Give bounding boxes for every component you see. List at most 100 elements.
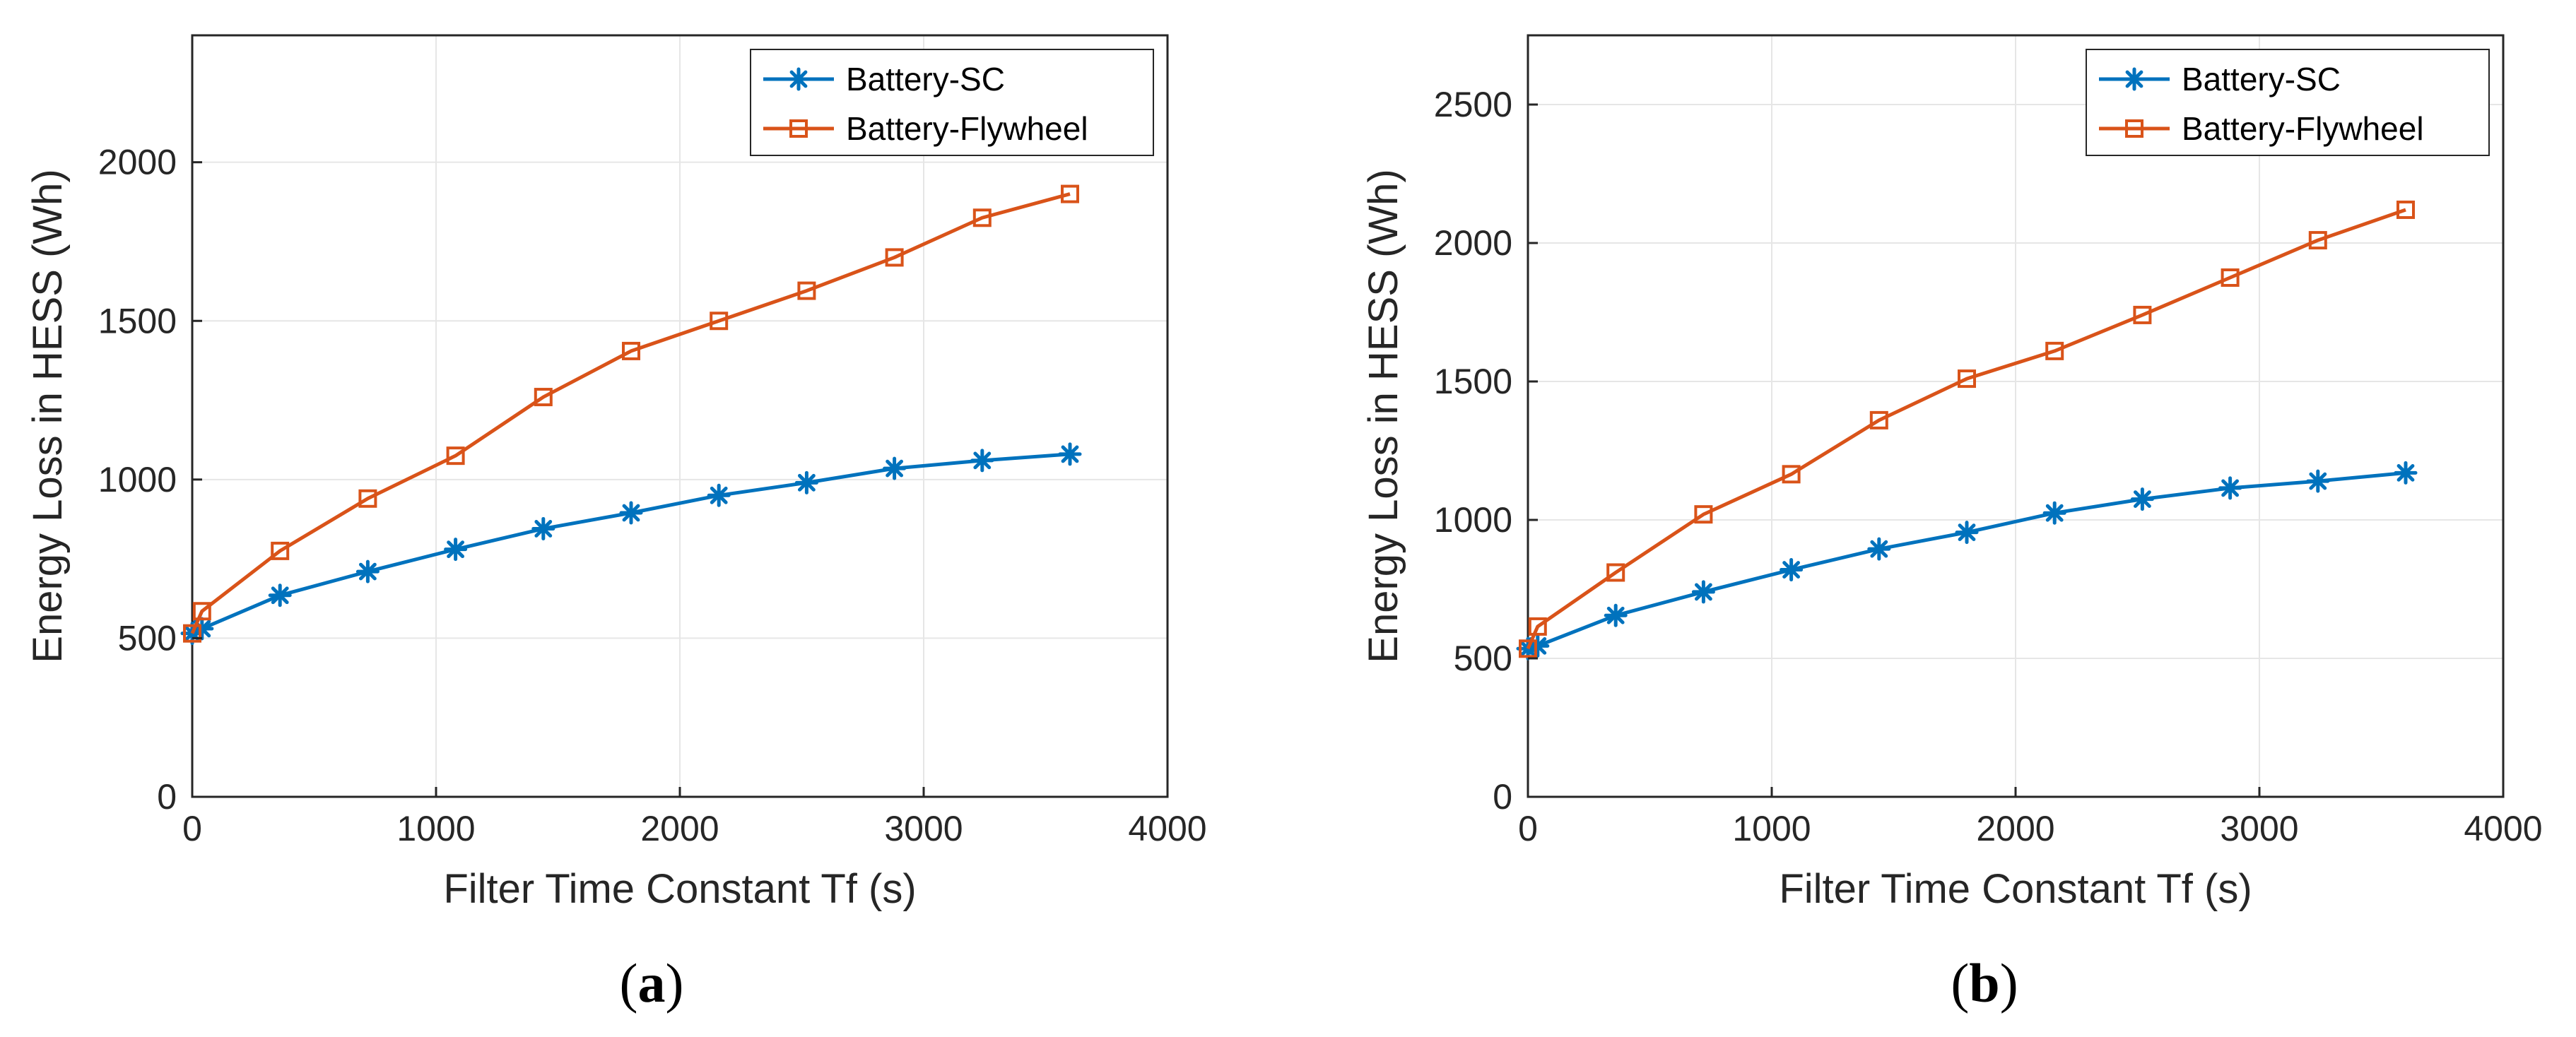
- caption-close-paren: ): [666, 952, 684, 1014]
- data-point-battery-sc: [444, 538, 468, 562]
- legend-marker-symbol: [789, 119, 808, 138]
- data-point-battery-flywheel: [192, 602, 211, 621]
- x-axis-label: Filter Time Constant Tf (s): [1779, 866, 2252, 912]
- caption-open-paren: (: [1951, 952, 1969, 1014]
- data-point-battery-flywheel: [1869, 410, 1888, 429]
- data-point-battery-flywheel: [1958, 369, 1976, 389]
- data-point-battery-flywheel: [1528, 617, 1547, 636]
- x-tick-label: 2000: [1976, 809, 2054, 848]
- data-point-battery-flywheel: [2396, 200, 2415, 219]
- data-point-battery-flywheel: [271, 541, 290, 560]
- caption-open-paren: (: [620, 952, 638, 1014]
- series-line-battery-sc: [191, 452, 1071, 635]
- legend-label-battery-sc: Battery-SC: [2182, 61, 2341, 97]
- x-tick-label: 3000: [2220, 809, 2298, 848]
- chart-b: 0 1000 2000 3000 4000 0 500 1000 1500 2000 2500 Fi…: [1360, 34, 2543, 1014]
- data-point-battery-flywheel: [1694, 505, 1713, 524]
- data-point-battery-flywheel: [885, 248, 904, 267]
- data-point-battery-sc: [2042, 501, 2066, 525]
- x-tick-label: 1000: [1732, 809, 1811, 848]
- y-tick-label: 1500: [1434, 362, 1512, 401]
- legend-marker-symbol: [2125, 119, 2143, 138]
- data-point-battery-sc: [707, 483, 731, 507]
- data-point-battery-flywheel: [710, 312, 729, 331]
- x-tick-label: 4000: [2464, 809, 2542, 848]
- legend-entry-battery-sc: Battery-SC: [763, 61, 1005, 97]
- legend-marker-battery-sc: [787, 67, 811, 91]
- legend: Battery-SC Battery-Flywheel: [750, 49, 1154, 156]
- series-line-battery-sc: [1527, 470, 2406, 651]
- x-axis-label: Filter Time Constant Tf (s): [443, 866, 916, 912]
- data-point-battery-sc: [2394, 461, 2418, 485]
- legend-entry-battery-flywheel: Battery-Flywheel: [763, 110, 1088, 147]
- x-tick-label: 0: [182, 809, 202, 848]
- x-tick-label: 1000: [396, 809, 475, 848]
- caption-letter: b: [1969, 952, 1999, 1014]
- y-tick-label: 500: [1454, 639, 1512, 678]
- x-tick-label: 0: [1518, 809, 1538, 848]
- y-tick-label: 0: [1493, 777, 1512, 817]
- tick-labels: 0 1000 2000 3000 4000 0 500 1000 1500 2000 2500: [1434, 85, 2543, 848]
- data-point-battery-flywheel: [622, 341, 640, 360]
- data-point-battery-sc: [2306, 469, 2330, 493]
- data-point-battery-flywheel: [1519, 639, 1537, 658]
- x-tick-label: 2000: [640, 809, 719, 848]
- y-tick-label: 2500: [1434, 85, 1512, 124]
- data-point-battery-sc: [1955, 521, 1979, 545]
- tick-labels: 0 1000 2000 3000 4000 0 500 1000 1500 2000: [98, 143, 1207, 848]
- legend-label-battery-sc: Battery-SC: [846, 61, 1005, 97]
- data-point-battery-sc: [1058, 442, 1082, 466]
- data-point-battery-flywheel: [446, 446, 465, 466]
- legend-entry-battery-sc: Battery-SC: [2099, 61, 2341, 97]
- y-axis-label: Energy Loss in HESS (Wh): [1360, 169, 1406, 663]
- data-point-battery-flywheel: [534, 388, 553, 407]
- data-point-battery-flywheel: [2045, 341, 2064, 360]
- legend-label-battery-flywheel: Battery-Flywheel: [846, 110, 1088, 147]
- data-point-battery-sc: [531, 516, 555, 540]
- data-point-battery-sc: [794, 470, 818, 494]
- data-point-battery-sc: [970, 449, 994, 473]
- series-line-battery-flywheel: [190, 192, 1071, 634]
- y-axis-label: Energy Loss in HESS (Wh): [25, 169, 71, 663]
- series-layer: [180, 184, 1082, 646]
- data-point-battery-flywheel: [358, 489, 377, 508]
- data-point-battery-flywheel: [1061, 184, 1079, 203]
- data-point-battery-sc: [619, 501, 643, 525]
- legend-box: [2086, 49, 2490, 156]
- series-layer: [1516, 200, 2418, 660]
- data-point-battery-sc: [2218, 476, 2242, 500]
- y-tick-label: 2000: [1434, 223, 1512, 263]
- data-point-battery-sc: [1604, 603, 1628, 627]
- x-tick-label: 4000: [1128, 809, 1206, 848]
- caption-a: (a): [620, 952, 684, 1014]
- caption-close-paren: ): [2000, 952, 2018, 1014]
- y-tick-label: 1500: [98, 301, 177, 340]
- data-point-battery-flywheel: [2308, 231, 2327, 250]
- y-tick-label: 0: [157, 777, 177, 817]
- chart-a: 0 1000 2000 3000 4000 0 500 1000 1500 2000 Filter…: [25, 34, 1207, 1014]
- legend-marker-symbol: [2122, 67, 2146, 91]
- legend-marker-battery-flywheel: [2125, 119, 2143, 138]
- y-tick-label: 1000: [1434, 500, 1512, 540]
- data-point-battery-sc: [355, 559, 380, 583]
- data-point-battery-flywheel: [2133, 305, 2152, 324]
- legend-entry-battery-flywheel: Battery-Flywheel: [2099, 110, 2424, 147]
- legend: Battery-SC Battery-Flywheel: [2086, 49, 2490, 156]
- y-tick-label: 2000: [98, 143, 177, 182]
- data-point-battery-flywheel: [1606, 563, 1625, 582]
- data-point-battery-flywheel: [972, 208, 992, 227]
- data-point-battery-sc: [1780, 558, 1804, 582]
- caption-letter: a: [638, 952, 666, 1014]
- data-point-battery-sc: [268, 583, 292, 608]
- data-point-battery-sc: [2130, 487, 2154, 511]
- legend-marker-battery-flywheel: [789, 119, 808, 138]
- data-point-battery-flywheel: [1782, 465, 1801, 484]
- legend-box: [750, 49, 1154, 156]
- data-point-battery-sc: [883, 456, 907, 480]
- data-point-battery-sc: [1691, 580, 1715, 604]
- x-tick-label: 3000: [884, 809, 963, 848]
- caption-b: (b): [1951, 952, 2018, 1014]
- data-point-battery-sc: [1867, 537, 1891, 561]
- series-line-battery-flywheel: [1526, 208, 2406, 650]
